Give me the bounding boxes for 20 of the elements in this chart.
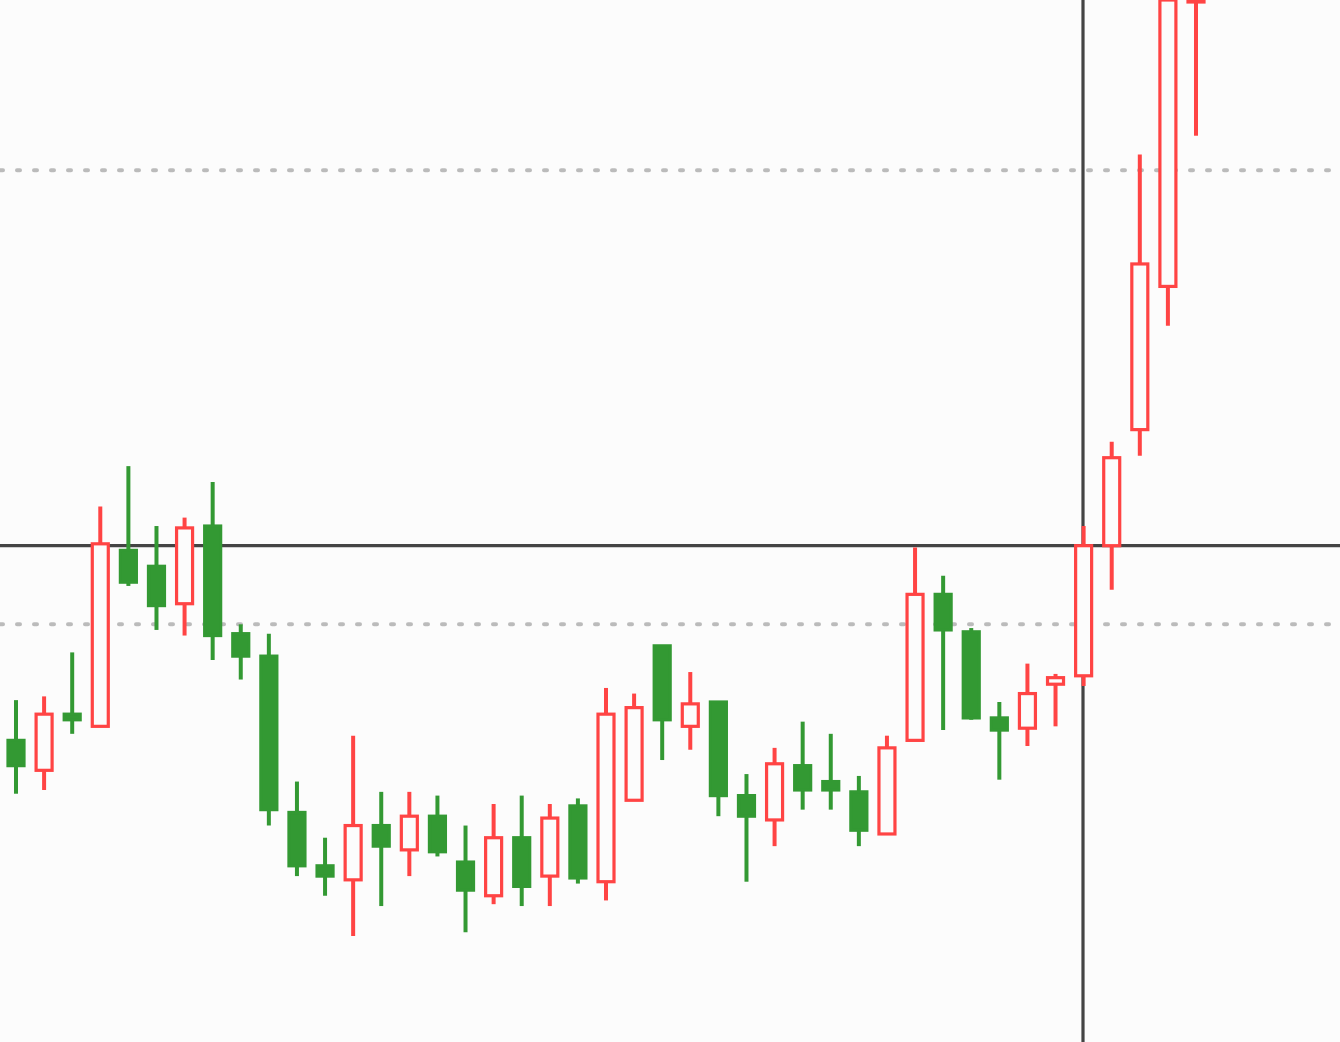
candlestick <box>989 700 1009 782</box>
candlestick <box>1045 671 1066 729</box>
candlestick <box>793 719 813 812</box>
candlestick <box>821 731 841 812</box>
candlestick <box>849 773 869 849</box>
candlestick <box>1017 661 1038 748</box>
candlestick <box>1186 0 1206 138</box>
candlestick <box>146 524 167 632</box>
candlestick <box>427 793 448 859</box>
candlestick <box>399 789 419 879</box>
candlestick <box>933 573 953 733</box>
candlestick <box>6 698 26 796</box>
candlestick <box>62 650 82 736</box>
candlestick <box>455 823 476 935</box>
candlestick <box>371 789 391 909</box>
candlestick <box>736 772 757 884</box>
candlestick <box>231 622 251 682</box>
candlestick <box>680 670 700 752</box>
candlestick <box>118 464 138 588</box>
candlestick <box>315 835 335 898</box>
